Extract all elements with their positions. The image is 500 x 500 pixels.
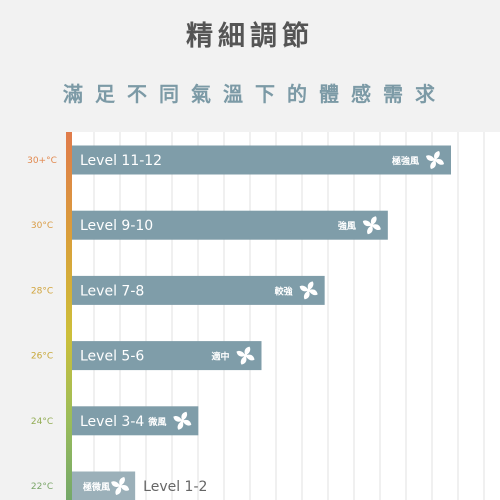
temperature-label: 22°C	[31, 482, 53, 492]
wind-label: 強風	[338, 220, 356, 232]
temperature-label: 28°C	[31, 286, 53, 296]
bar	[72, 210, 388, 240]
level-label: Level 7-8	[80, 283, 144, 299]
bar	[72, 145, 451, 175]
level-label: Level 11-12	[80, 153, 162, 169]
temperature-axis-bar	[66, 132, 72, 500]
chart-subtitle: 滿足不同氣溫下的體感需求	[63, 82, 447, 106]
level-label: Level 1-2	[143, 479, 207, 495]
wind-label: 極微風	[82, 481, 110, 493]
wind-label: 極強風	[391, 155, 419, 167]
temperature-label: 30+°C	[27, 156, 57, 166]
plot-background	[70, 132, 500, 500]
level-label: Level 3-4	[80, 414, 144, 430]
temperature-label: 30°C	[31, 221, 53, 231]
temperature-label: 26°C	[31, 352, 53, 362]
bar	[72, 275, 325, 305]
level-label: Level 9-10	[80, 218, 153, 234]
bar	[72, 341, 262, 371]
temperature-label: 24°C	[31, 417, 53, 427]
gridlines	[93, 132, 485, 500]
chart-title: 精細調節	[186, 21, 314, 52]
wind-label: 適中	[211, 351, 229, 363]
wind-label: 微風	[147, 416, 166, 428]
wind-label: 較強	[275, 285, 293, 297]
level-label: Level 5-6	[80, 349, 144, 365]
